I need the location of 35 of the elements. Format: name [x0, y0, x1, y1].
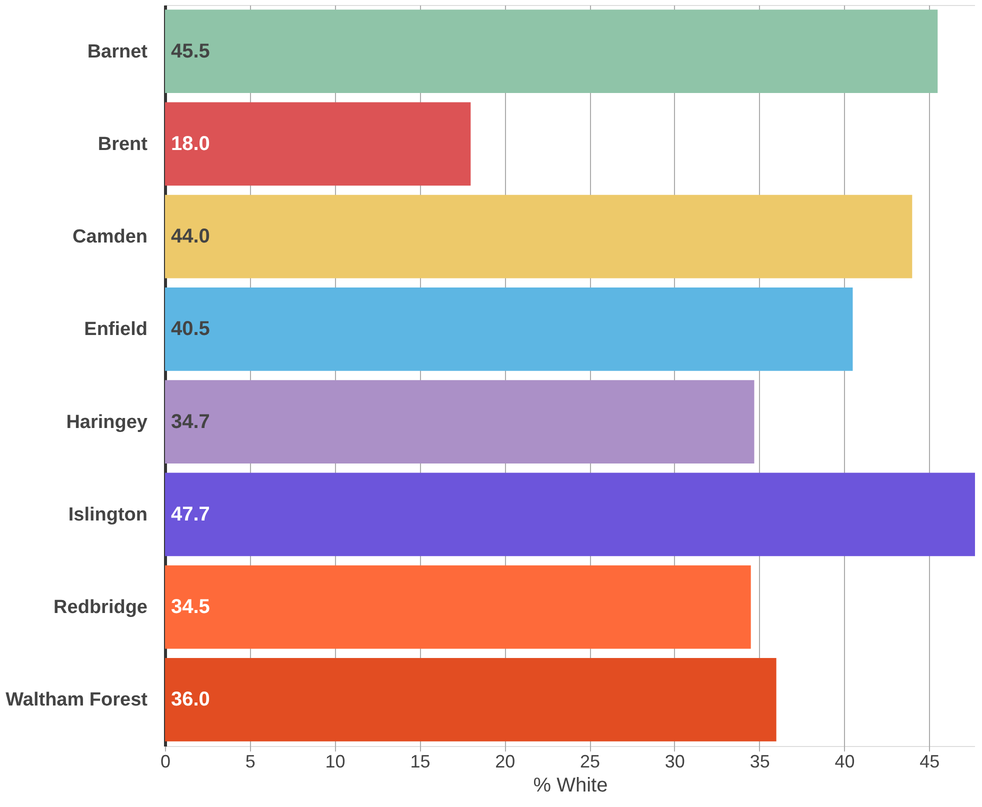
- bar: [165, 380, 754, 464]
- x-tick-label: 40: [834, 752, 855, 772]
- y-tick-label: Camden: [72, 226, 148, 248]
- data-label: 45.5: [171, 40, 210, 62]
- x-tick-label: 45: [920, 752, 940, 772]
- y-tick-label: Islington: [68, 504, 148, 526]
- y-tick-label: Redbridge: [54, 597, 148, 618]
- data-label: 34.7: [171, 410, 210, 433]
- x-tick-label: 20: [495, 752, 516, 772]
- y-tick-label: Waltham Forest: [6, 690, 148, 711]
- bar: [165, 472, 975, 556]
- x-tick-label: 35: [750, 752, 770, 772]
- x-tick-label: 25: [580, 752, 600, 772]
- bar: [165, 288, 853, 371]
- data-label: 18.0: [171, 132, 210, 155]
- y-tick-label: Enfield: [84, 319, 148, 340]
- y-tick-label: Haringey: [66, 412, 148, 433]
- y-tick-label: Brent: [98, 134, 148, 155]
- x-tick-label: 5: [245, 752, 256, 772]
- data-label: 40.5: [171, 318, 210, 340]
- x-tick-label: 30: [664, 752, 685, 772]
- data-label: 36.0: [171, 688, 210, 711]
- x-tick-label: 15: [410, 752, 430, 772]
- x-tick-label: 0: [160, 752, 171, 772]
- data-label: 44.0: [171, 226, 210, 248]
- y-tick-label: Barnet: [87, 41, 148, 62]
- bar: [165, 102, 471, 186]
- bar: [165, 565, 751, 649]
- x-tick-label: 10: [325, 752, 346, 772]
- data-label: 34.5: [171, 596, 210, 618]
- bar: [165, 658, 776, 742]
- bar: [165, 10, 938, 93]
- data-label: 47.7: [171, 503, 210, 526]
- bar: [165, 194, 912, 278]
- x-axis-title: % White: [533, 774, 608, 796]
